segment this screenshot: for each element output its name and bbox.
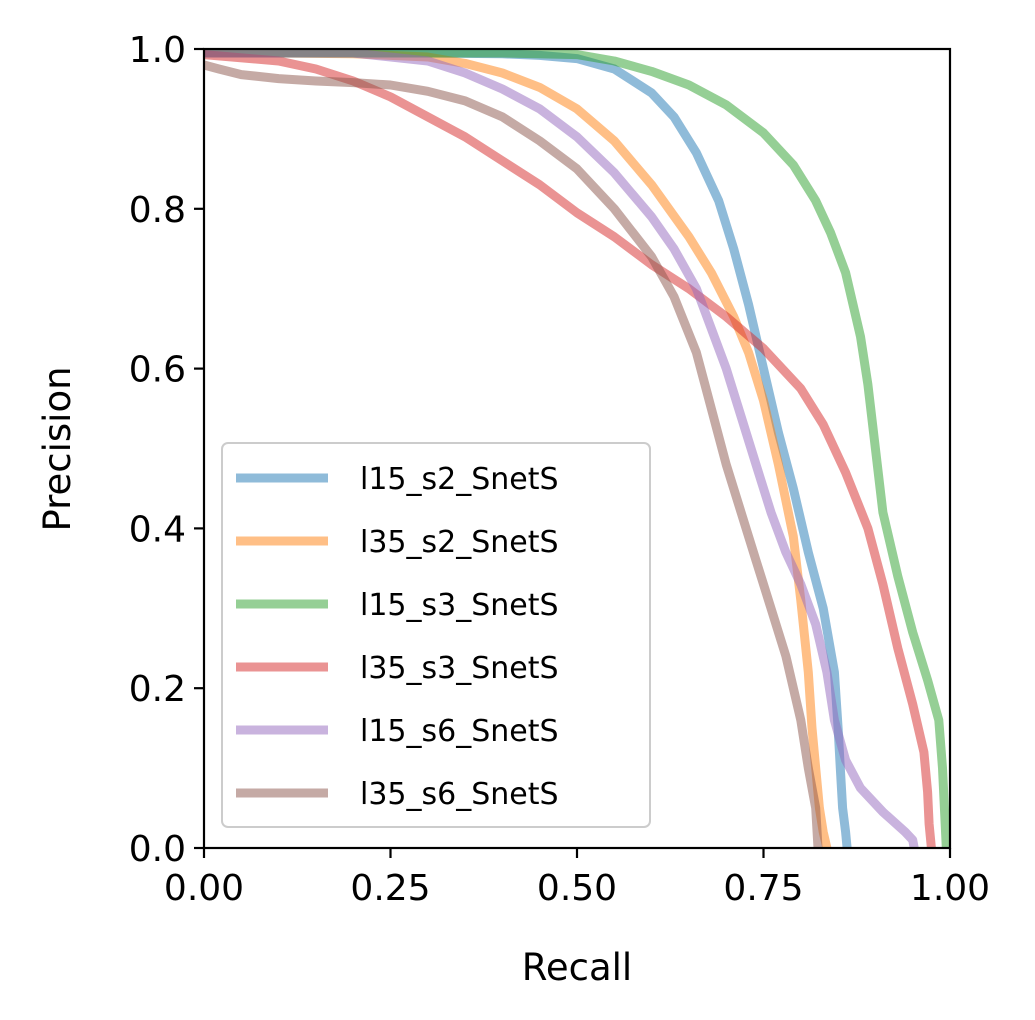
series-line-l15_s3_SnetS bbox=[204, 48, 951, 849]
series-line-l15_s6_SnetS bbox=[204, 48, 919, 849]
legend-label-l15_s2_SnetS: l15_s2_SnetS bbox=[360, 462, 559, 497]
y-tick-label: 0.0 bbox=[129, 829, 186, 870]
y-axis-ticks: 0.0 0.2 0.4 0.6 0.8 1.0 bbox=[129, 30, 204, 870]
legend-box bbox=[221, 442, 651, 828]
legend-label-l15_s3_SnetS: l15_s3_SnetS bbox=[360, 588, 559, 623]
legend-label-l15_s6_SnetS: l15_s6_SnetS bbox=[360, 714, 559, 749]
x-tick-label: 0.25 bbox=[350, 868, 430, 909]
y-tick-label: 0.4 bbox=[129, 509, 186, 550]
y-tick-label: 0.8 bbox=[129, 190, 186, 231]
y-tick-label: 1.0 bbox=[129, 30, 186, 71]
legend-label-l35_s3_SnetS: l35_s3_SnetS bbox=[360, 651, 559, 686]
y-axis-label: Precision bbox=[36, 366, 79, 531]
legend: l15_s2_SnetS l35_s2_SnetS l15_s3_SnetS l35_… bbox=[221, 442, 651, 828]
series-line-l35_s3_SnetS bbox=[203, 50, 936, 849]
y-tick-label: 0.6 bbox=[129, 350, 186, 391]
x-axis-label: Recall bbox=[522, 946, 632, 989]
series-lines bbox=[202, 48, 951, 850]
x-tick-label: 1.00 bbox=[910, 868, 990, 909]
legend-label-l35_s6_SnetS: l35_s6_SnetS bbox=[360, 777, 559, 812]
x-tick-label: 0.50 bbox=[537, 868, 617, 909]
x-tick-label: 0.00 bbox=[164, 868, 244, 909]
series-line-l35_s6_SnetS bbox=[202, 60, 823, 849]
x-tick-label: 0.75 bbox=[723, 868, 803, 909]
legend-label-l35_s2_SnetS: l35_s2_SnetS bbox=[360, 525, 559, 560]
y-tick-label: 0.2 bbox=[129, 669, 186, 710]
x-axis-ticks: 0.00 0.25 0.50 0.75 1.00 bbox=[164, 848, 990, 909]
series-line-l35_s2_SnetS bbox=[204, 48, 832, 850]
